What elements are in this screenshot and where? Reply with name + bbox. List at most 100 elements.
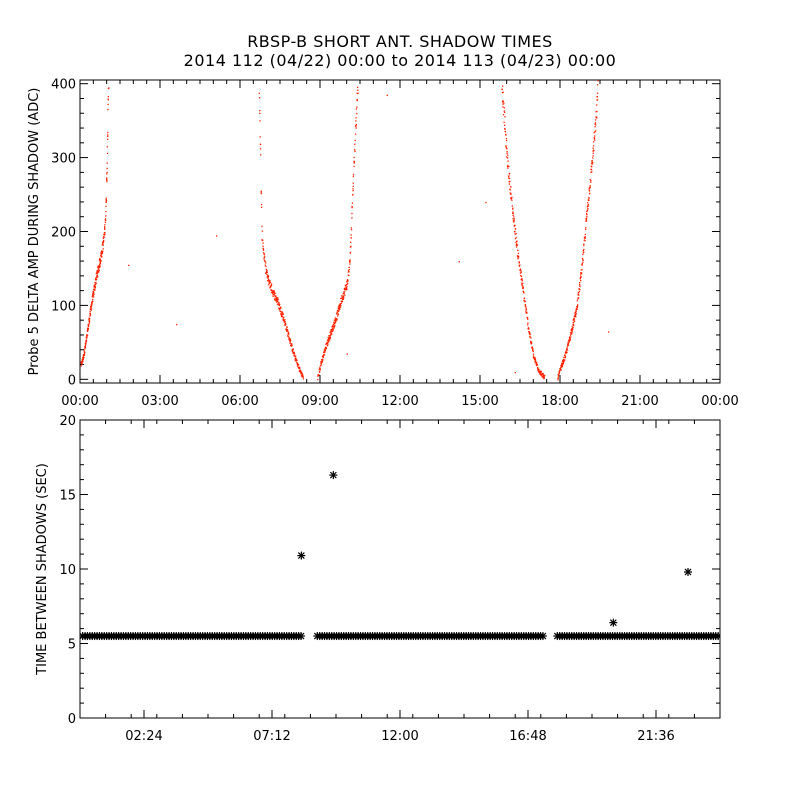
top-x-tick-label: 06:00 [221,394,258,409]
data-point [523,292,525,294]
data-point [269,287,271,289]
data-point [576,306,579,308]
data-point [349,246,352,248]
data-point [292,349,294,351]
data-point [593,150,595,152]
data-point [581,263,583,265]
data-point [100,260,102,262]
top-y-tick-label: 100 [51,299,76,314]
data-point [508,175,510,177]
data-point [570,336,572,338]
data-point [101,252,104,254]
data-point [534,357,536,359]
data-point [276,298,278,301]
data-point [265,268,267,271]
data-point [507,154,509,156]
data-point [562,358,565,361]
data-point [574,313,576,315]
data-point [333,326,336,328]
data-point [267,274,269,276]
top-frame [79,79,721,384]
data-point [95,276,98,279]
data-point [105,200,107,203]
data-point [595,119,597,121]
data-point [329,335,331,337]
data-point [98,267,100,269]
data-point [591,163,593,165]
shadow-curve-4 [501,85,546,380]
data-point [525,311,527,313]
data-point [536,362,538,364]
data-point [557,379,559,381]
data-point [332,324,334,327]
data-point [104,218,107,220]
data-point [332,324,334,326]
data-point [90,305,93,307]
data-point [264,264,266,266]
data-point [338,306,340,308]
data-point [592,155,594,157]
data-point [592,162,594,164]
stray-point [514,371,516,374]
data-point [88,321,91,323]
data-point [531,341,533,343]
data-point [342,298,344,300]
data-point [557,374,560,376]
data-point [279,310,281,312]
data-point [529,333,531,336]
data-point [502,101,504,103]
data-point [567,341,569,343]
data-point [572,319,575,321]
data-point [91,302,93,305]
baseline-segment-2 [313,632,547,641]
data-point [317,375,319,377]
bottom-y-tick-label: 10 [59,563,76,578]
data-point [99,261,102,264]
data-point [521,284,523,286]
data-point [561,365,564,367]
data-point [105,199,108,202]
data-point [99,265,101,267]
data-point [565,350,567,352]
data-point [592,147,594,149]
data-point [596,104,598,106]
data-point [354,143,356,145]
data-point [99,260,102,263]
data-point [302,378,305,380]
data-point [275,296,277,298]
bottom-y-tick-label: 5 [68,638,76,653]
data-point [592,157,594,159]
data-point [86,334,88,336]
data-point [586,214,588,216]
data-point [88,317,91,320]
data-point [265,265,267,268]
data-point [335,319,337,322]
data-point [513,219,515,222]
data-point [525,306,527,308]
data-point [566,351,568,354]
data-point [513,221,515,223]
data-point [272,292,274,294]
data-point [281,311,283,313]
data-point [272,295,274,298]
data-point [501,100,504,102]
data-point [578,288,581,290]
data-point [522,287,524,289]
data-point [83,356,85,359]
data-point [571,330,573,332]
data-point [356,112,358,115]
data-point [99,258,101,261]
data-point [107,131,109,134]
data-point [335,317,337,320]
data-point [325,347,327,350]
data-point [511,205,513,207]
data-point [580,272,583,275]
data-point [561,364,564,366]
data-point [505,146,507,148]
data-point [290,345,292,347]
data-point [517,257,519,260]
data-point [573,317,575,320]
data-point [589,178,591,181]
data-point [320,364,322,367]
